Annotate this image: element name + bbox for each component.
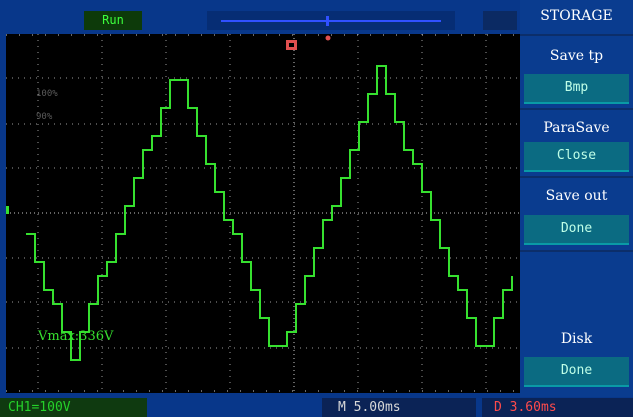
save-type-label: Save tp (549, 48, 604, 64)
save-out-value-button[interactable]: Done (524, 215, 629, 245)
run-status-indicator: Run (84, 11, 142, 30)
storage-menu: STORAGE Save tp Bmp ParaSave Close Save … (520, 0, 633, 397)
save-type-value-button[interactable]: Bmp (524, 74, 629, 104)
para-save-label: ParaSave (543, 120, 610, 136)
ch1-waveform-trace (26, 65, 513, 361)
save-type-value: Bmp (564, 80, 589, 95)
trigger-marker-icon (286, 40, 297, 50)
menu-divider (520, 176, 633, 178)
label-90-percent: 90% (36, 112, 53, 122)
waveform-display: 100% 90% Vmax:336V (6, 34, 520, 393)
channel-ground-marker-icon (6, 206, 9, 214)
menu-divider (520, 34, 633, 36)
ch1-scale-readout: CH1=100V (0, 398, 147, 417)
menu-divider (520, 250, 633, 252)
menu-divider (520, 108, 633, 110)
save-out-label: Save out (545, 188, 608, 204)
trigger-position-line (221, 20, 441, 22)
disk-value-button[interactable]: Done (524, 357, 629, 387)
save-out-value: Done (560, 221, 593, 236)
para-save-value: Close (556, 148, 597, 163)
trigger-position-bar (207, 11, 455, 30)
timebase-readout: M 5.00ms (322, 398, 476, 417)
trigger-position-marker (326, 16, 329, 26)
para-save-value-button[interactable]: Close (524, 142, 629, 172)
menu-title: STORAGE (540, 8, 613, 24)
label-100-percent: 100% (36, 89, 58, 99)
vmax-readout: Vmax:336V (37, 329, 114, 344)
top-status-bar: Run (0, 0, 520, 34)
delay-readout: D 3.60ms (482, 398, 633, 417)
status-box (483, 11, 517, 30)
graticule-center-axes (6, 34, 520, 393)
disk-label: Disk (560, 331, 593, 347)
trigger-dot-icon (325, 35, 331, 41)
disk-value: Done (560, 363, 593, 378)
